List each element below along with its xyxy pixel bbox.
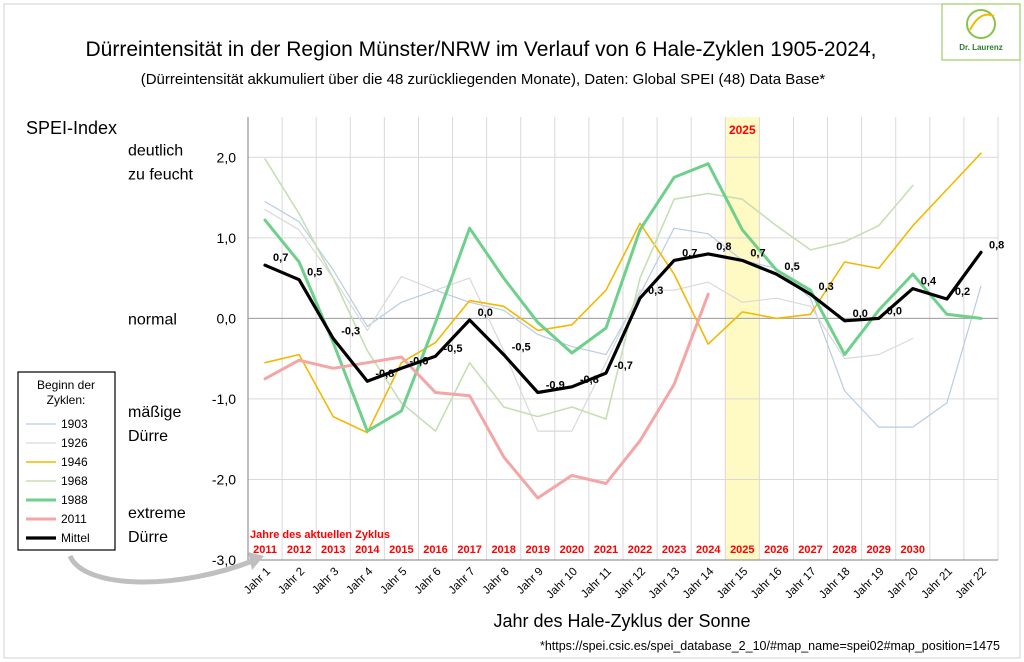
series-line-Mittel [263,250,983,395]
legend-label: 1988 [61,493,88,507]
series-line-2011 [263,292,710,500]
mean-data-label: -0,9 [546,379,565,391]
current-cycle-year: 2020 [560,544,584,556]
current-cycle-year: 2028 [832,544,856,556]
highlight-column [725,117,760,560]
series-line-1903 [264,201,982,428]
legend-title: Zyklen: [47,393,86,407]
legend-label: 2011 [61,512,87,526]
mean-data-label: 0,5 [784,261,799,273]
current-cycle-year: 2013 [321,544,345,556]
mean-data-label: 0,3 [819,281,834,293]
current-cycle-year: 2019 [526,544,550,556]
y-tick-label: 2,0 [217,149,237,165]
current-cycle-year: 2011 [253,544,277,556]
mean-data-label: 0,7 [273,252,288,264]
mean-data-label: 0,0 [887,305,902,317]
sun-arc-icon [969,13,995,31]
series-line-1926 [264,209,914,432]
mean-data-label: -0,5 [512,342,531,354]
series-1946 [264,152,982,434]
current-cycle-label: Jahre des aktuellen Zyklus [250,529,390,541]
y-annotation: deutlich [128,142,183,159]
chart-title: Dürreintensität in der Region Münster/NR… [86,38,877,61]
y-annotation: normal [128,311,177,328]
y-tick-label: -1,0 [212,391,236,407]
mean-data-label: 0,0 [478,307,493,319]
mean-data-label: -0,7 [614,360,633,372]
mean-data-label: -0,8 [375,368,394,380]
y-tick-label: 1,0 [217,230,237,246]
y-annotation: Dürre [128,529,168,546]
current-cycle-year: 2017 [457,544,481,556]
y-tick-label: -2,0 [212,471,236,487]
mean-data-label: 0,7 [682,247,697,259]
mean-data-label: 0,3 [648,285,663,297]
y-tick-label: -3,0 [212,552,236,568]
current-cycle-year: 2012 [287,544,311,556]
series-2011 [263,292,710,500]
series-line-1968 [264,158,914,432]
y-tick-label: 0,0 [217,310,237,326]
leaf-icon [966,9,996,39]
current-cycle-year: 2016 [423,544,447,556]
mean-data-label: 0,8 [716,241,731,253]
series-line-1946 [264,152,982,434]
mean-data-label: 0,8 [989,239,1004,251]
current-cycle-year: 2021 [594,544,618,556]
logo-frame [941,3,1021,61]
highlight-year-label: 2025 [729,123,756,137]
mean-data-label: -0,6 [409,355,428,367]
y-annotation: mäßige [128,404,181,421]
mean-data-label: 0,5 [307,267,322,279]
current-cycle-year: 2025 [730,544,754,556]
x-axis-title: Jahr des Hale-Zyklus der Sonne [493,611,750,631]
current-cycle-year: 2030 [901,544,925,556]
mean-data-label: -0,3 [341,326,360,338]
legend-label: Mittel [61,531,90,545]
mean-data-label: 0,4 [921,276,937,288]
legend-label: 1926 [61,436,88,450]
series-1903 [264,201,982,428]
current-cycle-year: 2023 [662,544,686,556]
y-axis-title: SPEI-Index [26,118,117,138]
series-1968 [264,158,914,432]
series-line-1988 [263,162,983,433]
y-annotation: Dürre [128,428,168,445]
mean-data-label: -0,8 [580,374,599,386]
legend-label: 1968 [61,474,88,488]
mean-data-label: 0,2 [955,286,970,298]
current-cycle-year: 2027 [798,544,822,556]
series-1988 [263,162,983,433]
pointer-arrow [67,554,256,585]
logo: Dr. Laurenz [941,3,1021,61]
mean-data-label: 0,0 [853,308,868,320]
current-cycle-year: 2029 [866,544,890,556]
current-cycle-year: 2018 [491,544,515,556]
chart-border [3,3,1021,659]
pointer-arrowhead [248,552,264,570]
mean-data-label: -0,5 [444,343,463,355]
y-annotation: extreme [128,505,186,522]
legend-label: 1903 [61,417,88,431]
y-annotation: zu feucht [128,166,193,183]
legend-title: Beginn der [37,378,95,392]
current-cycle-year: 2014 [355,544,380,556]
series-Mittel [263,250,983,395]
current-cycle-year: 2026 [764,544,788,556]
mean-data-label: 0,7 [750,247,765,259]
footnote: *https://spei.csic.es/spei_database_2_10… [540,639,1000,653]
current-cycle-year: 2015 [389,544,413,556]
current-cycle-year: 2022 [628,544,652,556]
legend-label: 1946 [61,455,88,469]
chart-subtitle: (Dürreintensität akkumuliert über die 48… [141,71,826,88]
logo-text: Dr. Laurenz [959,43,1003,52]
current-cycle-year: 2024 [696,544,721,556]
